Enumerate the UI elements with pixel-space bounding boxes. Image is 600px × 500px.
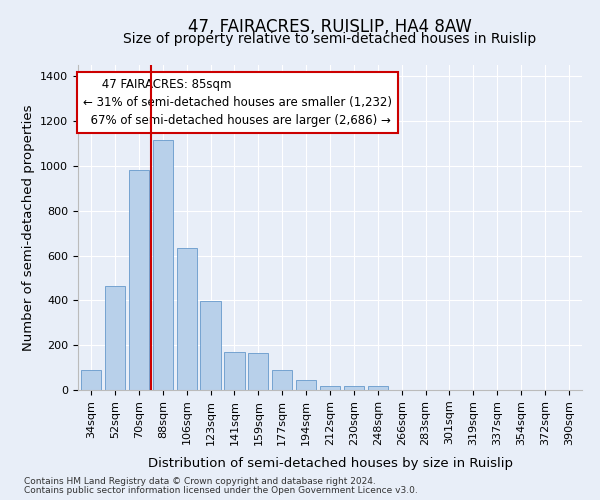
Bar <box>224 352 245 390</box>
Bar <box>105 286 125 390</box>
Text: 47, FAIRACRES, RUISLIP, HA4 8AW: 47, FAIRACRES, RUISLIP, HA4 8AW <box>188 18 472 36</box>
Bar <box>81 370 101 390</box>
Bar <box>129 170 149 390</box>
Text: Size of property relative to semi-detached houses in Ruislip: Size of property relative to semi-detach… <box>124 32 536 46</box>
Text: Distribution of semi-detached houses by size in Ruislip: Distribution of semi-detached houses by … <box>148 458 512 470</box>
Bar <box>320 386 340 390</box>
Bar <box>344 386 364 390</box>
Text: 47 FAIRACRES: 85sqm
← 31% of semi-detached houses are smaller (1,232)
  67% of s: 47 FAIRACRES: 85sqm ← 31% of semi-detach… <box>83 78 392 127</box>
Bar <box>200 302 221 390</box>
Text: Contains public sector information licensed under the Open Government Licence v3: Contains public sector information licen… <box>24 486 418 495</box>
Y-axis label: Number of semi-detached properties: Number of semi-detached properties <box>22 104 35 351</box>
Bar <box>248 353 268 390</box>
Bar <box>368 386 388 390</box>
Bar <box>296 380 316 390</box>
Text: Contains HM Land Registry data © Crown copyright and database right 2024.: Contains HM Land Registry data © Crown c… <box>24 477 376 486</box>
Bar <box>272 370 292 390</box>
Bar <box>176 248 197 390</box>
Bar <box>152 140 173 390</box>
